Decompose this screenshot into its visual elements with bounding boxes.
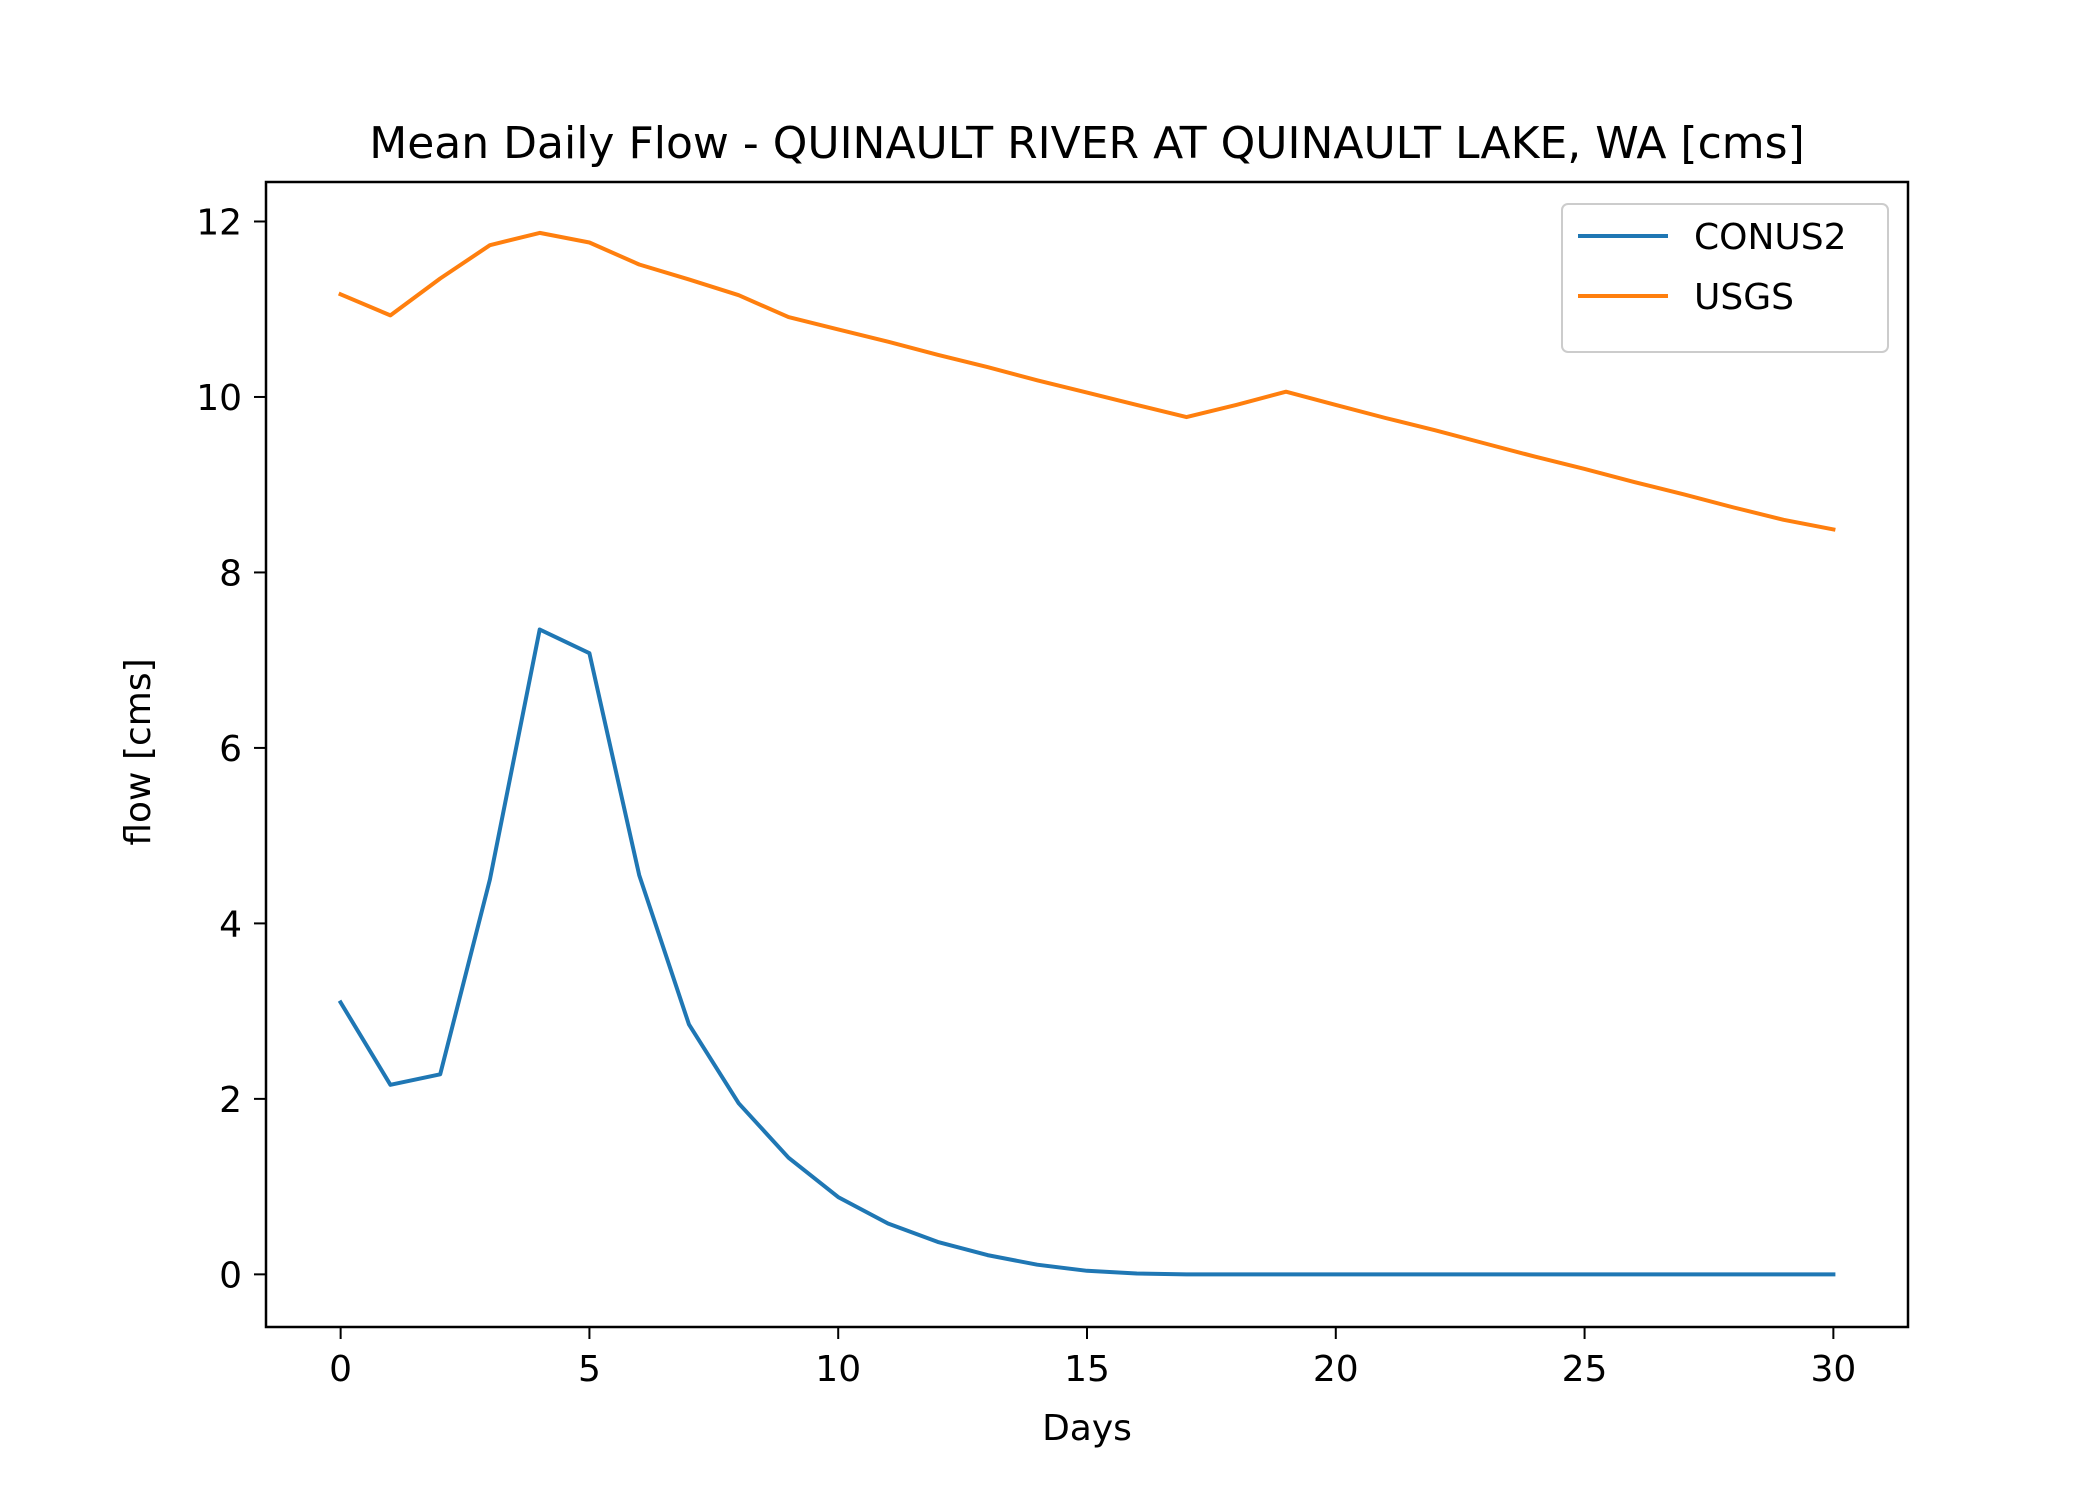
x-axis-label: Days (1042, 1408, 1132, 1449)
x-tick-label: 10 (815, 1349, 861, 1390)
y-axis-label: flow [cms] (118, 658, 159, 845)
legend-box (1561, 203, 1889, 353)
plot-area: 0 5 10 15 20 25 30 0 2 4 6 8 10 12 (196, 180, 1910, 1390)
chart-title: Mean Daily Flow - QUINAULT RIVER AT QUIN… (369, 118, 1804, 169)
y-tick-label: 0 (219, 1255, 242, 1296)
x-tick-label: 15 (1064, 1349, 1110, 1390)
series-line-conus2 (337, 627, 1836, 1277)
x-tick-label: 0 (329, 1349, 352, 1390)
y-tick-label: 2 (219, 1080, 242, 1121)
y-tick-label: 10 (196, 378, 242, 419)
legend: CONUS2 USGS (1561, 203, 1889, 353)
x-tick-label: 20 (1313, 1349, 1359, 1390)
y-tick-label: 4 (219, 904, 242, 945)
y-tick-label: 6 (219, 729, 242, 770)
series-line-usgs (337, 230, 1836, 532)
x-tick-label: 5 (578, 1349, 601, 1390)
legend-label-usgs: USGS (1694, 277, 1794, 318)
y-tick-label: 12 (196, 202, 242, 243)
x-tick-label: 25 (1562, 1349, 1608, 1390)
x-tick-label: 30 (1810, 1349, 1856, 1390)
legend-label-conus2: CONUS2 (1694, 217, 1847, 258)
y-tick-label: 8 (219, 553, 242, 594)
